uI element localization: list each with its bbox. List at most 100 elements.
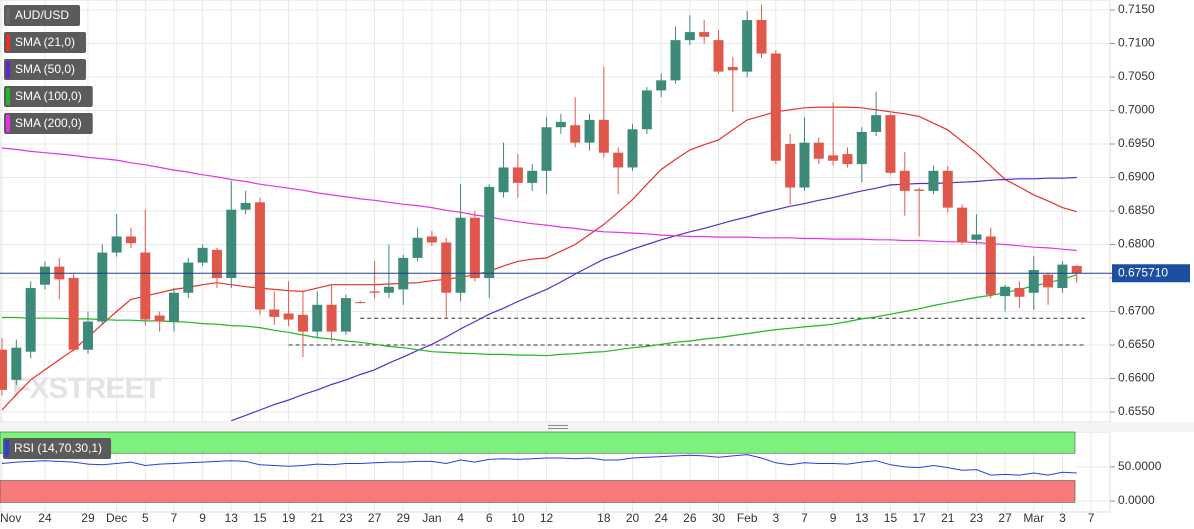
candle-body — [240, 202, 251, 210]
x-tick-label: 30 — [712, 511, 726, 525]
legend-label: SMA (21,0) — [15, 35, 75, 49]
candle-body — [455, 217, 466, 293]
x-tick-label: 27 — [368, 511, 382, 525]
candle-body — [369, 291, 380, 293]
candle-body — [885, 115, 896, 173]
candle-body — [484, 186, 495, 279]
candle-body — [942, 170, 953, 208]
candle-body — [1000, 286, 1011, 297]
sma-line — [2, 274, 1077, 357]
x-tick-label: Mar — [1023, 511, 1044, 525]
candle-body — [813, 142, 824, 159]
x-tick-label: 13 — [855, 511, 869, 525]
x-tick-label: 12 — [540, 511, 554, 525]
y-tick-label: 0.7100 — [1118, 36, 1155, 50]
legend-item — [4, 5, 81, 26]
candle-body — [154, 315, 165, 322]
x-tick-label: 4 — [457, 511, 464, 525]
x-tick-label: 27 — [998, 511, 1012, 525]
x-tick-label: 23 — [970, 511, 984, 525]
y-tick-label: 0.7000 — [1118, 103, 1155, 117]
x-tick-label: 3 — [772, 511, 779, 525]
x-tick-label: 20 — [626, 511, 640, 525]
candle-body — [512, 167, 523, 183]
x-tick-label: Jan — [422, 511, 441, 525]
x-tick-label: 15 — [253, 511, 267, 525]
candle-body — [828, 155, 839, 161]
candle-body — [125, 236, 136, 244]
candle-body — [957, 207, 968, 243]
rsi-oversold-zone — [0, 480, 1076, 503]
panel-separator — [0, 422, 1194, 432]
candle-body — [727, 66, 738, 71]
candle-body — [527, 170, 538, 183]
candle-body — [627, 129, 638, 168]
x-tick-label: 15 — [884, 511, 898, 525]
candle-body — [899, 170, 910, 191]
candle-body — [498, 167, 509, 193]
x-tick-label: 9 — [830, 511, 837, 525]
candle-body — [226, 209, 237, 279]
x-tick-label: 7 — [1088, 511, 1095, 525]
candle-body — [283, 313, 294, 320]
candle-body — [1028, 269, 1039, 293]
candle-body — [785, 143, 796, 188]
candle-body — [713, 40, 724, 72]
candle-body — [68, 278, 79, 350]
candle-body — [541, 127, 552, 171]
legend-item — [4, 59, 87, 80]
candle-body — [613, 152, 624, 168]
y-tick-label: 0.6650 — [1118, 337, 1155, 351]
candle-body — [183, 262, 194, 293]
rsi-overbought-zone — [0, 431, 1076, 454]
legend-label: SMA (200,0) — [15, 116, 82, 130]
y-tick-label: 0.0000 — [1118, 493, 1155, 507]
x-tick-label: 9 — [199, 511, 206, 525]
x-tick-label: 7 — [801, 511, 808, 525]
candle-body — [971, 234, 982, 240]
candle-body — [383, 286, 394, 293]
y-tick-label: 0.6550 — [1118, 404, 1155, 418]
candle-body — [39, 266, 50, 285]
x-tick-label: 18 — [597, 511, 611, 525]
x-tick-label: 21 — [311, 511, 325, 525]
legend-item — [4, 113, 93, 134]
candle-body — [140, 252, 151, 320]
candle-body — [412, 237, 423, 258]
candle-body — [742, 20, 753, 72]
candle-body — [441, 242, 452, 293]
y-tick-label: 0.6850 — [1118, 203, 1155, 217]
y-tick-label: 0.7150 — [1118, 2, 1155, 16]
candle-body — [82, 321, 93, 350]
candle-body — [856, 131, 867, 165]
x-tick-label: Feb — [737, 511, 758, 525]
legend-swatch — [6, 88, 10, 105]
candle-body — [699, 32, 710, 37]
candle-body — [1014, 288, 1025, 297]
watermark: FXSTREET — [12, 372, 161, 405]
x-tick-label: 13 — [225, 511, 239, 525]
x-tick-label: 29 — [81, 511, 95, 525]
x-tick-label: Nov — [0, 511, 21, 525]
x-tick-label: 19 — [282, 511, 296, 525]
candle-body — [656, 80, 667, 91]
candle-body — [684, 32, 695, 41]
y-tick-label: 0.6950 — [1118, 136, 1155, 150]
last-price-box — [1112, 264, 1190, 283]
x-tick-label: 23 — [339, 511, 353, 525]
sma-line — [1, 147, 1077, 252]
candle-body — [0, 349, 7, 390]
rsi-legend-label: RSI (14,70,30,1) — [14, 441, 102, 455]
candle-body — [641, 90, 652, 130]
y-tick-label: 0.6900 — [1118, 170, 1155, 184]
x-tick-label: Dec — [106, 511, 127, 525]
candle-body — [914, 189, 925, 191]
x-tick-label: 24 — [38, 511, 52, 525]
candle-body — [269, 309, 280, 317]
candle-body — [297, 314, 308, 332]
sma-line — [1, 106, 1077, 411]
x-tick-label: 5 — [142, 511, 149, 525]
y-tick-label: 0.6800 — [1118, 237, 1155, 251]
candle-body — [111, 236, 122, 253]
candle-body — [570, 125, 581, 143]
